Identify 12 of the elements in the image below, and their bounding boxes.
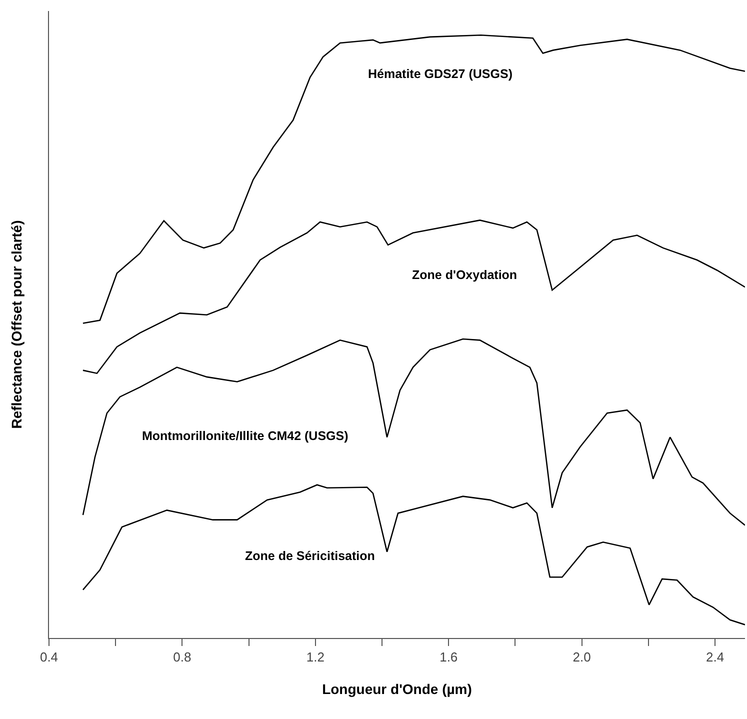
x-tick-label: 2.0: [572, 650, 591, 665]
x-tick-label: 1.6: [440, 650, 458, 665]
x-axis-title: Longueur d'Onde (µm): [322, 680, 472, 697]
text: Montmorillonite/Illite CM42 (USGS): [142, 429, 348, 443]
text: Hématite GDS27 (USGS): [368, 67, 512, 81]
x-tick-label: 0.8: [173, 650, 192, 665]
text: Zone d'Oxydation: [412, 268, 518, 282]
x-tick-label: 2.4: [706, 650, 724, 665]
y-axis-title: Reflectance (Offset pour clarté): [8, 220, 25, 429]
x-tick-label: 1.2: [306, 650, 324, 665]
x-tick-label: 0.4: [40, 650, 58, 665]
series-label: Zone de Séricitisation: [245, 549, 375, 563]
